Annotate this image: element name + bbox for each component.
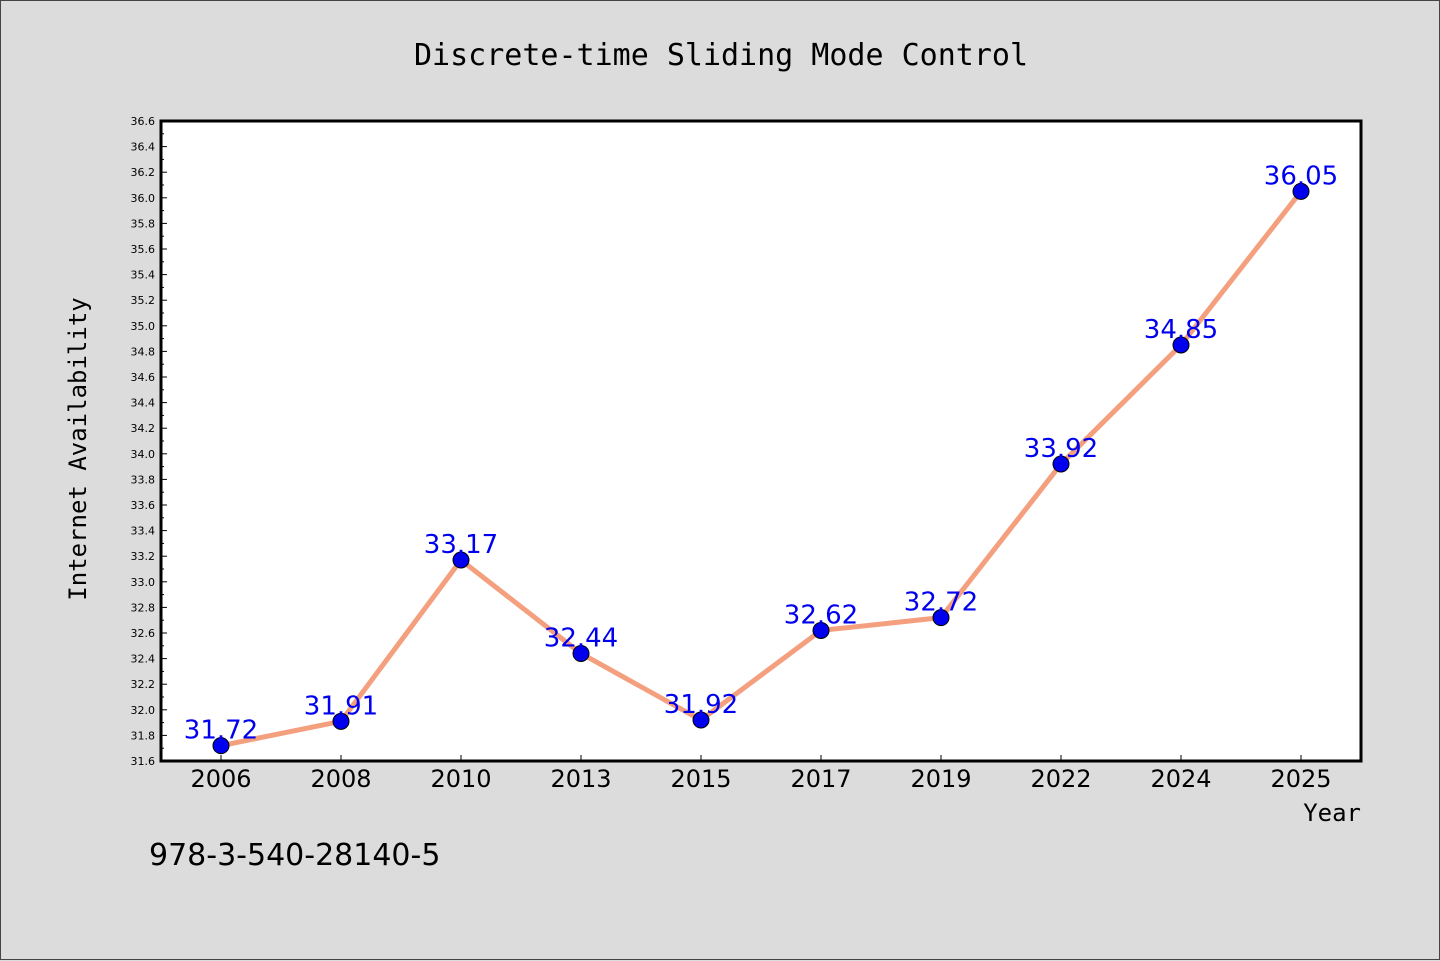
y-tick-label: 32.0	[131, 704, 156, 717]
data-label: 32.44	[544, 623, 618, 653]
data-point	[1052, 455, 1070, 473]
data-label: 36.05	[1264, 161, 1338, 191]
data-label: 32.72	[904, 588, 978, 618]
y-tick-label: 33.0	[131, 576, 156, 589]
data-point	[932, 609, 950, 627]
data-points	[212, 182, 1310, 755]
x-axis: 2006 2008 2010 2013 2015 2017 2019 2022 2024 2025	[190, 755, 1332, 793]
x-axis-label: Year	[1303, 799, 1361, 827]
x-tick-label: 2022	[1030, 765, 1091, 793]
x-tick-label: 2015	[670, 765, 731, 793]
y-tick-label: 35.4	[131, 269, 156, 282]
x-tick-label: 2024	[1150, 765, 1211, 793]
x-tick-label: 2013	[550, 765, 611, 793]
footer-id-text: 978-3-540-28140-5	[149, 838, 440, 873]
y-tick-label: 36.0	[131, 192, 156, 205]
y-tick-label: 32.4	[131, 653, 156, 666]
data-point	[692, 711, 710, 729]
data-point	[1292, 182, 1310, 200]
data-label: 31.92	[664, 690, 738, 720]
y-tick-label: 33.6	[131, 499, 156, 512]
y-axis-label: Internet Availability	[64, 297, 92, 600]
series-line-group	[220, 189, 1303, 749]
data-point	[332, 712, 350, 730]
y-tick-label: 35.2	[131, 294, 156, 307]
data-label: 31.72	[184, 716, 258, 746]
y-tick-label: 33.8	[131, 473, 156, 486]
x-tick-label: 2008	[310, 765, 371, 793]
y-tick-label: 33.2	[131, 550, 156, 563]
plot-area	[159, 119, 1363, 763]
y-tick-label: 35.0	[131, 320, 156, 333]
data-label: 32.62	[784, 600, 858, 630]
x-tick-label: 2017	[790, 765, 851, 793]
y-tick-label: 33.4	[131, 525, 156, 538]
data-point	[572, 644, 590, 662]
y-tick-label: 36.6	[131, 115, 156, 128]
y-tick-label: 35.6	[131, 243, 156, 256]
x-tick-label: 2010	[430, 765, 491, 793]
y-tick-label: 34.8	[131, 345, 156, 358]
y-tick-label: 35.8	[131, 217, 156, 230]
x-tick-label: 2019	[910, 765, 971, 793]
data-point	[452, 551, 470, 569]
x-tick-label: 2025	[1270, 765, 1331, 793]
data-label: 33.92	[1024, 434, 1098, 464]
data-point	[212, 737, 230, 755]
y-tick-label: 32.6	[131, 627, 156, 640]
y-tick-label: 34.0	[131, 448, 156, 461]
chart-title: Discrete-time Sliding Mode Control	[414, 38, 1028, 73]
y-tick-label: 31.6	[131, 755, 156, 768]
y-tick-label: 34.6	[131, 371, 156, 384]
data-point	[1172, 336, 1190, 354]
data-labels: 31.72 31.91 33.17 32.44 31.92 32.62 32.72 33.92…	[184, 161, 1338, 745]
y-tick-label: 31.8	[131, 729, 156, 742]
y-tick-label: 36.4	[131, 141, 156, 154]
y-axis: 31.6 31.8 32.0 32.2 32.4 32.6 32.8 33.0 33.2 33.4…	[131, 115, 167, 768]
y-tick-label: 32.8	[131, 601, 156, 614]
data-label: 33.17	[424, 530, 498, 560]
y-tick-label: 34.2	[131, 422, 156, 435]
series-line	[220, 189, 1303, 749]
y-tick-label: 32.2	[131, 678, 156, 691]
y-tick-label: 34.4	[131, 397, 156, 410]
data-label: 34.85	[1144, 315, 1218, 345]
x-tick-label: 2006	[190, 765, 251, 793]
data-label: 31.91	[304, 691, 378, 721]
y-tick-label: 36.2	[131, 166, 156, 179]
data-point	[812, 621, 830, 639]
